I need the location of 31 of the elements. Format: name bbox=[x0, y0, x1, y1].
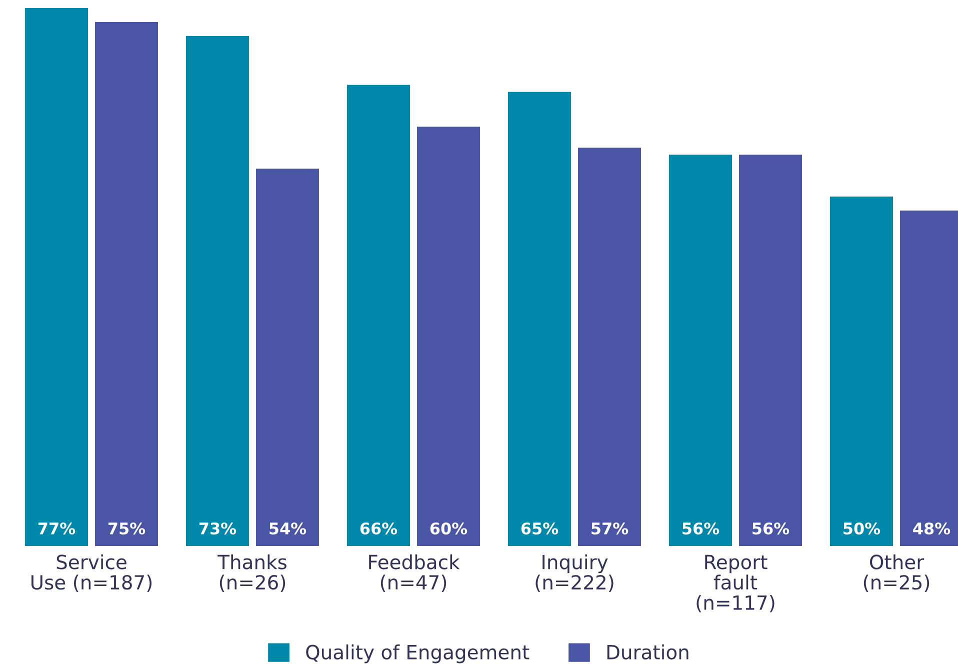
data-label: 60% bbox=[430, 522, 468, 535]
bar bbox=[186, 36, 249, 546]
data-label: 65% bbox=[521, 522, 558, 535]
data-label: 77% bbox=[38, 522, 76, 535]
bar bbox=[95, 22, 158, 546]
data-label: 56% bbox=[682, 522, 720, 535]
x-tick-label: Thanks (n=26) bbox=[218, 554, 286, 592]
x-tick-label: Other (n=25) bbox=[864, 554, 930, 592]
data-label: 54% bbox=[270, 522, 306, 535]
legend-label: Quality of Engagement bbox=[306, 644, 530, 664]
data-label: 57% bbox=[592, 522, 628, 535]
x-tick-label: Service Use (n=187) bbox=[31, 554, 152, 592]
data-label: 50% bbox=[844, 522, 880, 535]
bar bbox=[739, 154, 802, 546]
bar bbox=[669, 154, 732, 546]
data-label: 48% bbox=[913, 522, 950, 535]
x-tick-label: Feedback (n=47) bbox=[369, 554, 460, 592]
bar bbox=[508, 92, 571, 546]
bar bbox=[347, 84, 410, 546]
data-label: 73% bbox=[199, 522, 236, 535]
bar bbox=[830, 196, 893, 546]
x-tick-label: Inquiry (n=222) bbox=[536, 554, 614, 592]
data-label: 75% bbox=[108, 522, 146, 535]
bar bbox=[578, 148, 641, 546]
bar bbox=[417, 126, 480, 546]
data-label: 66% bbox=[360, 522, 398, 535]
x-tick-label: Report fault (n=117) bbox=[696, 554, 774, 612]
bar bbox=[256, 168, 319, 546]
data-label: 56% bbox=[752, 522, 790, 535]
legend-label: Duration bbox=[607, 644, 688, 660]
bar bbox=[25, 8, 88, 546]
